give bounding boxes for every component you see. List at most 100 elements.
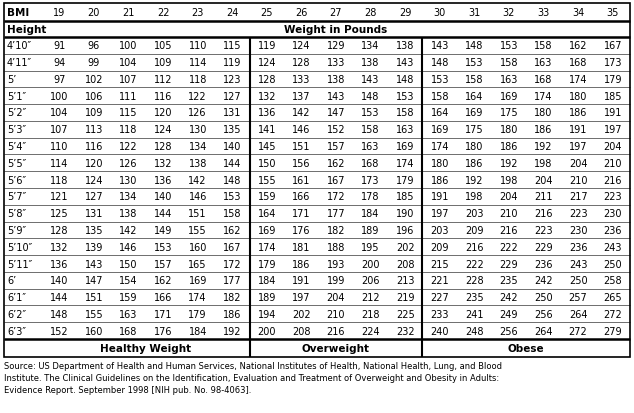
Text: 249: 249 bbox=[500, 309, 518, 319]
Text: 124: 124 bbox=[292, 41, 311, 51]
Text: 256: 256 bbox=[500, 326, 518, 336]
Text: 163: 163 bbox=[119, 309, 138, 319]
Text: 151: 151 bbox=[188, 209, 207, 218]
Text: 168: 168 bbox=[569, 58, 587, 68]
Text: 128: 128 bbox=[257, 75, 276, 85]
Text: 174: 174 bbox=[430, 142, 449, 152]
Text: 216: 216 bbox=[534, 209, 553, 218]
Text: 240: 240 bbox=[430, 326, 449, 336]
Text: 152: 152 bbox=[327, 125, 346, 135]
Text: 191: 191 bbox=[292, 275, 311, 285]
Text: 115: 115 bbox=[223, 41, 242, 51]
Text: 167: 167 bbox=[223, 242, 242, 252]
Text: 22: 22 bbox=[157, 8, 169, 18]
Text: 272: 272 bbox=[569, 326, 588, 336]
Text: 242: 242 bbox=[534, 275, 553, 285]
Text: 155: 155 bbox=[188, 225, 207, 235]
Text: 163: 163 bbox=[534, 58, 553, 68]
Text: 243: 243 bbox=[604, 242, 622, 252]
Text: 153: 153 bbox=[361, 108, 380, 118]
Text: 206: 206 bbox=[361, 275, 380, 285]
Text: 204: 204 bbox=[534, 175, 553, 185]
Text: 198: 198 bbox=[534, 159, 553, 169]
Text: 174: 174 bbox=[569, 75, 587, 85]
Text: 107: 107 bbox=[119, 75, 138, 85]
Text: 177: 177 bbox=[223, 275, 242, 285]
Text: 161: 161 bbox=[292, 175, 311, 185]
Text: 5’8″: 5’8″ bbox=[7, 209, 26, 218]
Text: 5’11″: 5’11″ bbox=[7, 259, 32, 269]
Text: 203: 203 bbox=[430, 225, 449, 235]
Text: 163: 163 bbox=[396, 125, 415, 135]
Text: 5’: 5’ bbox=[7, 75, 16, 85]
Text: 5’10″: 5’10″ bbox=[7, 242, 32, 252]
Text: 186: 186 bbox=[465, 159, 484, 169]
Text: 191: 191 bbox=[569, 125, 587, 135]
Text: 167: 167 bbox=[327, 175, 346, 185]
Text: 227: 227 bbox=[430, 292, 449, 302]
Text: 223: 223 bbox=[534, 225, 553, 235]
Text: 120: 120 bbox=[154, 108, 172, 118]
Text: 99: 99 bbox=[87, 58, 100, 68]
Text: 182: 182 bbox=[327, 225, 346, 235]
Text: 168: 168 bbox=[534, 75, 553, 85]
Text: 211: 211 bbox=[534, 192, 553, 202]
Text: 197: 197 bbox=[430, 209, 449, 218]
Text: 265: 265 bbox=[604, 292, 622, 302]
Text: 160: 160 bbox=[85, 326, 103, 336]
Text: 197: 197 bbox=[292, 292, 311, 302]
Text: 138: 138 bbox=[188, 159, 207, 169]
Text: 147: 147 bbox=[84, 275, 103, 285]
Text: 158: 158 bbox=[500, 58, 518, 68]
Text: 250: 250 bbox=[569, 275, 588, 285]
Text: 123: 123 bbox=[223, 75, 242, 85]
Text: 134: 134 bbox=[361, 41, 380, 51]
Text: 173: 173 bbox=[361, 175, 380, 185]
Text: 32: 32 bbox=[503, 8, 515, 18]
Text: 180: 180 bbox=[430, 159, 449, 169]
Text: 204: 204 bbox=[327, 292, 346, 302]
Text: 210: 210 bbox=[500, 209, 518, 218]
Text: 130: 130 bbox=[188, 125, 207, 135]
Text: 264: 264 bbox=[534, 326, 553, 336]
Text: 138: 138 bbox=[396, 41, 415, 51]
Text: 235: 235 bbox=[500, 275, 518, 285]
Text: 179: 179 bbox=[257, 259, 276, 269]
Text: 148: 148 bbox=[465, 41, 484, 51]
Text: 218: 218 bbox=[361, 309, 380, 319]
Text: 208: 208 bbox=[396, 259, 415, 269]
Text: 111: 111 bbox=[119, 92, 138, 102]
Text: 164: 164 bbox=[430, 108, 449, 118]
Text: 256: 256 bbox=[534, 309, 553, 319]
Text: 23: 23 bbox=[191, 8, 204, 18]
Text: 134: 134 bbox=[119, 192, 138, 202]
Text: 189: 189 bbox=[361, 225, 380, 235]
Text: 158: 158 bbox=[430, 92, 449, 102]
Text: 232: 232 bbox=[396, 326, 415, 336]
Text: 179: 179 bbox=[604, 75, 622, 85]
Text: 216: 216 bbox=[604, 175, 622, 185]
Text: 179: 179 bbox=[396, 175, 415, 185]
Text: 5’6″: 5’6″ bbox=[7, 175, 26, 185]
Text: 100: 100 bbox=[50, 92, 68, 102]
Text: Obese: Obese bbox=[508, 343, 545, 353]
Text: 173: 173 bbox=[604, 58, 622, 68]
Text: 5’4″: 5’4″ bbox=[7, 142, 26, 152]
Text: 136: 136 bbox=[154, 175, 172, 185]
Text: 148: 148 bbox=[396, 75, 415, 85]
Text: 144: 144 bbox=[50, 292, 68, 302]
Text: 158: 158 bbox=[534, 41, 553, 51]
Text: 97: 97 bbox=[53, 75, 65, 85]
Text: 131: 131 bbox=[85, 209, 103, 218]
Text: 272: 272 bbox=[604, 309, 622, 319]
Text: 188: 188 bbox=[327, 242, 345, 252]
Text: 158: 158 bbox=[223, 209, 242, 218]
Text: 152: 152 bbox=[50, 326, 68, 336]
Text: 146: 146 bbox=[119, 242, 138, 252]
Text: 91: 91 bbox=[53, 41, 65, 51]
Text: 198: 198 bbox=[465, 192, 484, 202]
Text: 199: 199 bbox=[327, 275, 345, 285]
Text: 193: 193 bbox=[327, 259, 345, 269]
Text: 181: 181 bbox=[292, 242, 311, 252]
Text: 120: 120 bbox=[84, 159, 103, 169]
